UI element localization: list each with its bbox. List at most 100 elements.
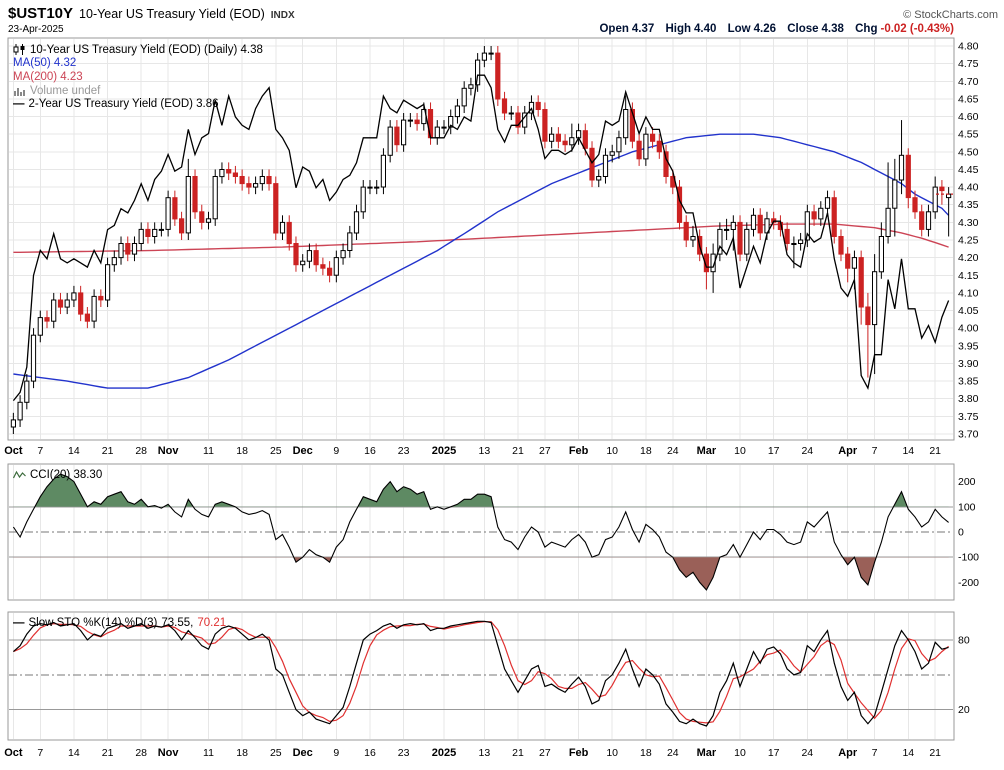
svg-text:14: 14: [68, 445, 80, 457]
svg-text:27: 27: [539, 445, 551, 457]
svg-text:4.45: 4.45: [958, 164, 979, 176]
sto-d-value: 70.21: [197, 616, 227, 629]
sto-legend-row: — Slow STO %K(14) %D(3) 73.55, 70.21: [13, 616, 226, 630]
svg-text:9: 9: [333, 445, 339, 457]
high-label: High: [665, 23, 692, 35]
legend-overlay-row: — 2-Year US Treasury Yield (EOD) 3.86: [13, 97, 263, 111]
svg-text:21: 21: [512, 747, 524, 759]
chg-value: -0.02 (-0.43%): [880, 23, 954, 35]
svg-text:80: 80: [958, 634, 970, 646]
cci-legend: CCI(20) 38.30: [13, 468, 102, 482]
grid-layer: [9, 39, 953, 739]
ust2y-line: [12, 74, 950, 402]
svg-text:4.75: 4.75: [958, 58, 979, 70]
svg-text:23: 23: [398, 747, 410, 759]
svg-text:11: 11: [203, 747, 214, 759]
sto-legend: — Slow STO %K(14) %D(3) 73.55, 70.21: [13, 616, 226, 630]
svg-text:Feb: Feb: [569, 747, 589, 759]
svg-text:3.90: 3.90: [958, 358, 979, 370]
svg-text:4.80: 4.80: [958, 41, 979, 53]
legend-overlay-text: 2-Year US Treasury Yield (EOD) 3.86: [28, 98, 219, 111]
svg-text:100: 100: [958, 501, 976, 513]
svg-text:200: 200: [958, 476, 976, 488]
svg-text:18: 18: [640, 445, 652, 457]
svg-text:4.55: 4.55: [958, 129, 979, 141]
panel-frames: [7, 37, 955, 741]
chart-subheader: 23-Apr-2025 Open 4.37 High 4.40 Low 4.26 Cl…: [8, 23, 954, 35]
svg-text:21: 21: [102, 747, 114, 759]
svg-text:23: 23: [398, 445, 410, 457]
svg-text:7: 7: [37, 747, 43, 759]
instrument-title: 10-Year US Treasury Yield (EOD): [79, 7, 265, 21]
cci-fill: [13, 557, 949, 590]
svg-text:14: 14: [68, 747, 80, 759]
svg-text:2025: 2025: [432, 747, 456, 759]
stockcharts-credit-link[interactable]: © StockCharts.com: [903, 9, 998, 21]
svg-text:16: 16: [364, 747, 376, 759]
svg-text:Dec: Dec: [293, 747, 313, 759]
svg-text:3.75: 3.75: [958, 411, 979, 423]
legend-volume: Volume undef: [13, 84, 263, 98]
volume-bars-icon: [14, 87, 25, 96]
svg-text:-100: -100: [958, 552, 979, 564]
exchange-label: INDX: [270, 10, 295, 21]
svg-text:3.80: 3.80: [958, 393, 979, 405]
svg-text:4.35: 4.35: [958, 199, 979, 211]
open-value: 4.37: [631, 23, 655, 35]
svg-text:Feb: Feb: [569, 445, 589, 457]
symbol-ticker: $UST10Y: [8, 5, 74, 22]
svg-text:17: 17: [768, 747, 780, 759]
line-icon: —: [13, 98, 25, 111]
svg-text:4.50: 4.50: [958, 146, 979, 158]
svg-text:4.10: 4.10: [958, 287, 979, 299]
svg-text:4.25: 4.25: [958, 235, 979, 247]
svg-text:0: 0: [958, 527, 964, 539]
svg-text:28: 28: [135, 747, 147, 759]
svg-text:21: 21: [102, 445, 114, 457]
chg-label: Chg: [855, 23, 878, 35]
cci-legend-row: CCI(20) 38.30: [13, 468, 102, 482]
low-value: 4.26: [753, 23, 776, 35]
legend-volume-text: Volume undef: [30, 84, 101, 97]
svg-text:7: 7: [872, 445, 878, 457]
svg-text:3.70: 3.70: [958, 429, 979, 441]
svg-text:18: 18: [236, 445, 248, 457]
svg-text:Apr: Apr: [838, 445, 858, 457]
svg-text:Nov: Nov: [158, 445, 180, 457]
svg-text:4.05: 4.05: [958, 305, 979, 317]
svg-text:4.60: 4.60: [958, 111, 979, 123]
svg-text:24: 24: [667, 445, 679, 457]
legend-series-row: 10-Year US Treasury Yield (EOD) (Daily) …: [13, 43, 263, 57]
svg-text:-200: -200: [958, 577, 979, 589]
svg-text:25: 25: [270, 747, 282, 759]
svg-text:14: 14: [902, 747, 914, 759]
candlestick-icon: [13, 44, 25, 56]
chart-date: 23-Apr-2025: [8, 24, 64, 35]
svg-text:24: 24: [801, 445, 813, 457]
axis-labels: 3.70 3.75 3.80 3.85 3.90 3.95 4.00 4.05 4.10 4.15…: [4, 41, 979, 760]
svg-text:Dec: Dec: [293, 445, 313, 457]
svg-text:4.20: 4.20: [958, 252, 979, 264]
svg-text:13: 13: [479, 747, 491, 759]
svg-text:4.15: 4.15: [958, 270, 979, 282]
svg-text:3.85: 3.85: [958, 376, 979, 388]
svg-text:10: 10: [606, 747, 618, 759]
svg-text:13: 13: [479, 445, 491, 457]
ma200-line: [13, 223, 949, 254]
svg-text:Nov: Nov: [158, 747, 180, 759]
line-icon: —: [13, 616, 25, 629]
sto-k-value: 73.55,: [161, 616, 194, 629]
svg-text:24: 24: [801, 747, 813, 759]
svg-text:9: 9: [333, 747, 339, 759]
cci-legend-text: CCI(20) 38.30: [30, 468, 103, 481]
svg-text:21: 21: [929, 445, 941, 457]
svg-text:18: 18: [236, 747, 248, 759]
svg-text:20: 20: [958, 704, 970, 716]
svg-text:24: 24: [667, 747, 679, 759]
sto-legend-label: Slow STO %K(14) %D(3): [28, 616, 158, 629]
svg-text:17: 17: [768, 445, 780, 457]
cci-line: [12, 473, 949, 591]
svg-text:16: 16: [364, 445, 376, 457]
